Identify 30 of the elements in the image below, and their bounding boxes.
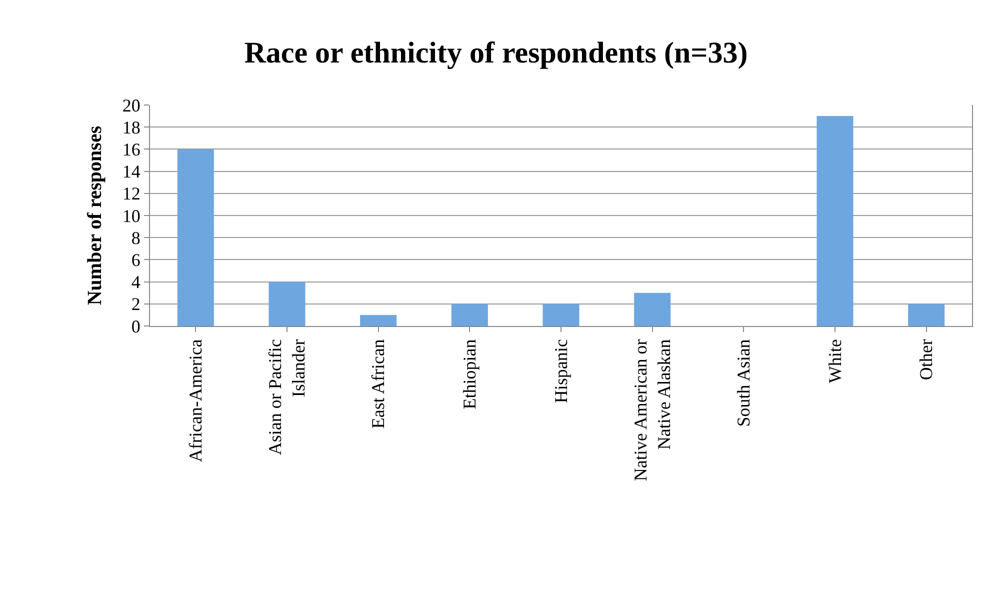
- x-tick-label: Asian or Pacific Islander: [265, 339, 309, 456]
- y-tick-label: 14: [122, 162, 140, 182]
- y-tick-label: 2: [131, 294, 140, 314]
- bar: [451, 304, 488, 326]
- bar: [360, 314, 397, 326]
- y-axis-title: Number of responses: [84, 126, 106, 306]
- bar: [542, 304, 580, 326]
- bar: [177, 149, 214, 326]
- x-tick-label: Ethiopian: [460, 339, 480, 410]
- chart-title: Race or ethnicity of respondents (n=33): [244, 36, 748, 70]
- x-tick-label: White: [824, 339, 845, 384]
- y-tick-label: 20: [122, 95, 140, 116]
- y-tick-label: 16: [122, 140, 140, 160]
- y-tick-label: 18: [122, 117, 140, 138]
- y-tick-label: 6: [131, 250, 140, 270]
- x-tick-label: East African: [368, 339, 388, 429]
- bar: [816, 116, 854, 326]
- y-tick-label: 8: [131, 228, 140, 248]
- y-tick-label: 12: [122, 184, 140, 204]
- x-tick-label: African-America: [186, 339, 206, 462]
- x-tick-label: Native American or Native Alaskan: [630, 339, 674, 482]
- y-tick-label: 0: [131, 316, 140, 336]
- x-tick-label: South Asian: [734, 339, 754, 427]
- y-tick-label: 4: [131, 272, 140, 292]
- bar: [634, 292, 671, 326]
- bar: [268, 282, 306, 326]
- x-tick-label: Other: [916, 339, 936, 380]
- x-tick-label: Hispanic: [550, 339, 571, 404]
- bar: [908, 304, 945, 326]
- y-tick-label: 10: [122, 206, 140, 226]
